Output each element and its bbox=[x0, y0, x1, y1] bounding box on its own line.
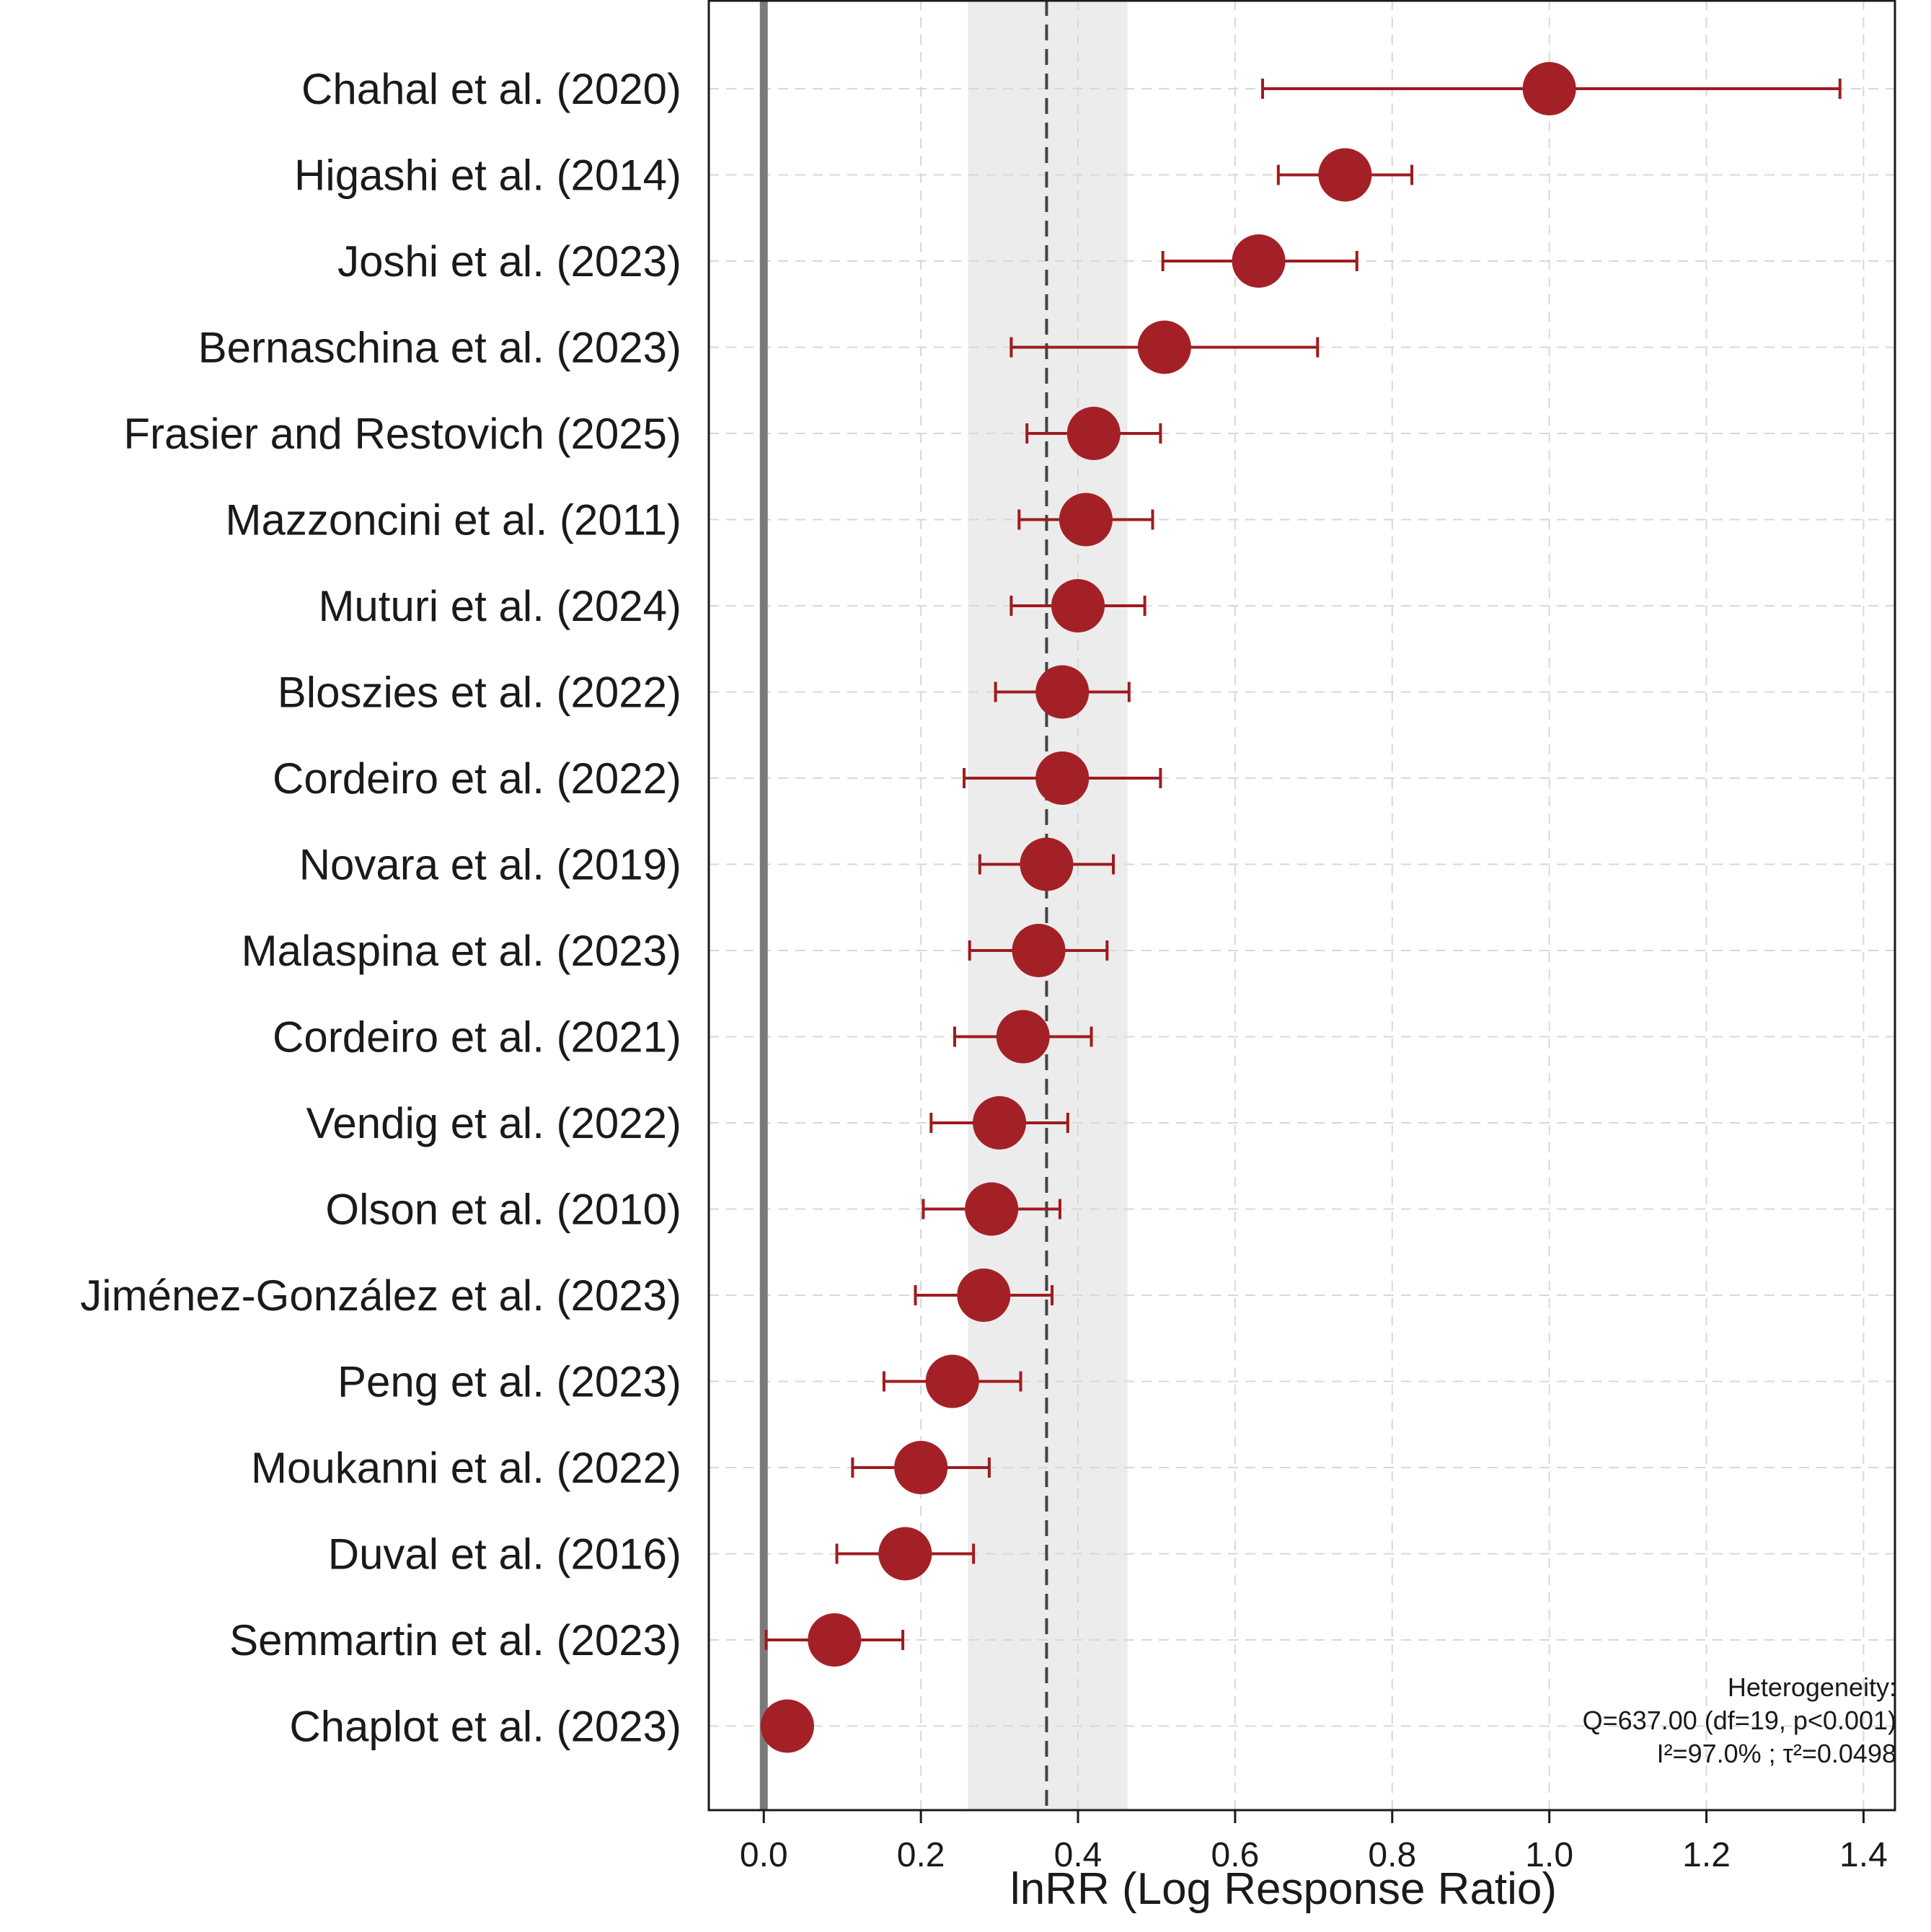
study-3-marker bbox=[1137, 320, 1191, 374]
study-7-marker bbox=[1035, 665, 1090, 719]
study-18-label: Semmartin et al. (2023) bbox=[229, 1616, 681, 1664]
study-19-marker bbox=[760, 1699, 814, 1753]
study-0-marker bbox=[1522, 62, 1576, 115]
study-5-label: Mazzoncini et al. (2011) bbox=[225, 496, 681, 544]
study-19-label: Chaplot et al. (2023) bbox=[289, 1703, 681, 1751]
study-labels-layer: Chahal et al. (2020) Higashi et al. (2014… bbox=[80, 65, 681, 1751]
study-4-label: Frasier and Restovich (2025) bbox=[123, 410, 681, 458]
study-5-marker bbox=[1059, 493, 1113, 547]
x-tick-label-3: 0.6 bbox=[1211, 1836, 1260, 1874]
study-10-marker bbox=[1012, 924, 1066, 977]
study-11-label: Cordeiro et al. (2021) bbox=[273, 1013, 681, 1062]
x-tick-label-1: 0.2 bbox=[897, 1836, 945, 1874]
study-12-label: Vendig et al. (2022) bbox=[306, 1099, 681, 1147]
study-13-marker bbox=[965, 1182, 1019, 1236]
heterogeneity-q: Q=637.00 (df=19, p<0.001) bbox=[1583, 1706, 1896, 1735]
study-17-label: Duval et al. (2016) bbox=[328, 1530, 681, 1579]
study-8-marker bbox=[1035, 751, 1090, 805]
study-14-marker bbox=[957, 1269, 1011, 1322]
study-9-marker bbox=[1020, 837, 1074, 891]
x-tick-label-0: 0.0 bbox=[740, 1836, 788, 1874]
study-13-label: Olson et al. (2010) bbox=[325, 1186, 681, 1234]
study-8-label: Cordeiro et al. (2022) bbox=[273, 754, 681, 803]
study-0-label: Chahal et al. (2020) bbox=[301, 65, 681, 113]
x-tick-label-6: 1.2 bbox=[1682, 1836, 1731, 1874]
study-12-marker bbox=[973, 1096, 1027, 1150]
study-14-label: Jiménez-González et al. (2023) bbox=[80, 1271, 681, 1320]
plot-frame bbox=[707, 0, 1896, 1812]
study-markers-layer bbox=[760, 62, 1842, 1753]
study-15-label: Peng et al. (2023) bbox=[337, 1358, 681, 1406]
study-17-marker bbox=[878, 1527, 932, 1581]
study-6-marker bbox=[1051, 579, 1105, 632]
heterogeneity-title: Heterogeneity: bbox=[1728, 1672, 1896, 1702]
study-10-label: Malaspina et al. (2023) bbox=[242, 927, 681, 975]
study-1-marker bbox=[1318, 148, 1372, 202]
x-tick-label-2: 0.4 bbox=[1054, 1836, 1103, 1874]
heterogeneity-layer: Heterogeneity: Q=637.00 (df=19, p<0.001)… bbox=[1583, 1672, 1896, 1768]
study-18-marker bbox=[808, 1613, 862, 1667]
x-axis-title: lnRR (Log Response Ratio) bbox=[1010, 1864, 1557, 1914]
study-11-marker bbox=[996, 1010, 1050, 1064]
study-7-label: Bloszies et al. (2022) bbox=[278, 669, 681, 717]
study-1-label: Higashi et al. (2014) bbox=[294, 151, 681, 200]
study-4-marker bbox=[1066, 407, 1121, 460]
reference-line-layer bbox=[759, 0, 1048, 1810]
study-15-marker bbox=[925, 1354, 979, 1408]
x-tick-label-5: 1.0 bbox=[1525, 1836, 1573, 1874]
heterogeneity-i2: I²=97.0% ; τ²=0.0498 bbox=[1657, 1739, 1896, 1768]
x-axis-layer: 0.0 0.2 0.4 0.6 0.8 1.0 1.2 1.4 bbox=[740, 1810, 1888, 1874]
x-tick-label-4: 0.8 bbox=[1368, 1836, 1416, 1874]
study-16-label: Moukanni et al. (2022) bbox=[251, 1444, 681, 1492]
study-2-marker bbox=[1232, 234, 1286, 288]
study-6-label: Muturi et al. (2024) bbox=[318, 582, 681, 630]
study-16-marker bbox=[894, 1441, 948, 1494]
study-2-label: Joshi et al. (2023) bbox=[337, 237, 681, 286]
study-9-label: Novara et al. (2019) bbox=[299, 841, 681, 889]
x-tick-label-7: 1.4 bbox=[1839, 1836, 1888, 1874]
plot-frame-layer bbox=[707, 0, 1896, 1812]
study-3-label: Bernaschina et al. (2023) bbox=[198, 324, 681, 372]
